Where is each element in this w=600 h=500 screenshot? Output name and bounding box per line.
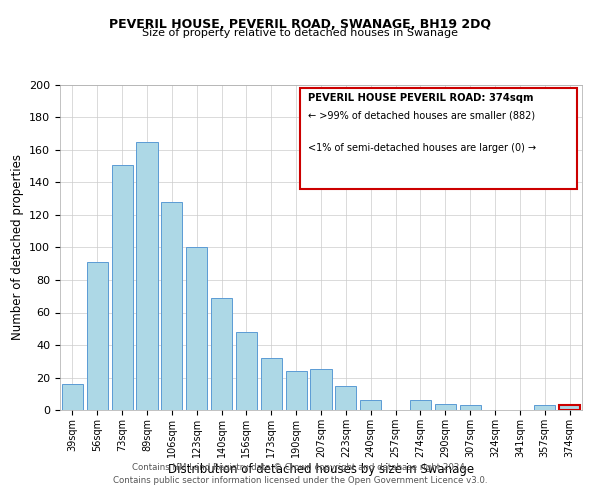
Bar [236, 332, 257, 410]
Text: ← >99% of detached houses are smaller (882): ← >99% of detached houses are smaller (8… [308, 111, 535, 121]
Text: PEVERIL HOUSE, PEVERIL ROAD, SWANAGE, BH19 2DQ: PEVERIL HOUSE, PEVERIL ROAD, SWANAGE, BH… [109, 18, 491, 30]
Bar [261, 358, 282, 410]
Bar [310, 370, 332, 410]
Bar [559, 405, 580, 410]
Bar [410, 400, 431, 410]
Bar [112, 164, 133, 410]
Bar [534, 405, 555, 410]
Text: PEVERIL HOUSE PEVERIL ROAD: 374sqm: PEVERIL HOUSE PEVERIL ROAD: 374sqm [308, 93, 533, 103]
Bar [87, 262, 108, 410]
Y-axis label: Number of detached properties: Number of detached properties [11, 154, 23, 340]
Text: Size of property relative to detached houses in Swanage: Size of property relative to detached ho… [142, 28, 458, 38]
Bar [211, 298, 232, 410]
Bar [435, 404, 456, 410]
Bar [136, 142, 158, 410]
Bar [186, 248, 207, 410]
Bar [62, 384, 83, 410]
Text: <1% of semi-detached houses are larger (0) →: <1% of semi-detached houses are larger (… [308, 144, 536, 154]
X-axis label: Distribution of detached houses by size in Swanage: Distribution of detached houses by size … [168, 462, 474, 475]
Bar [161, 202, 182, 410]
FancyBboxPatch shape [300, 88, 577, 189]
Bar [335, 386, 356, 410]
Bar [286, 371, 307, 410]
Text: Contains public sector information licensed under the Open Government Licence v3: Contains public sector information licen… [113, 476, 487, 485]
Bar [360, 400, 381, 410]
Bar [460, 405, 481, 410]
Text: Contains HM Land Registry data © Crown copyright and database right 2024.: Contains HM Land Registry data © Crown c… [132, 464, 468, 472]
